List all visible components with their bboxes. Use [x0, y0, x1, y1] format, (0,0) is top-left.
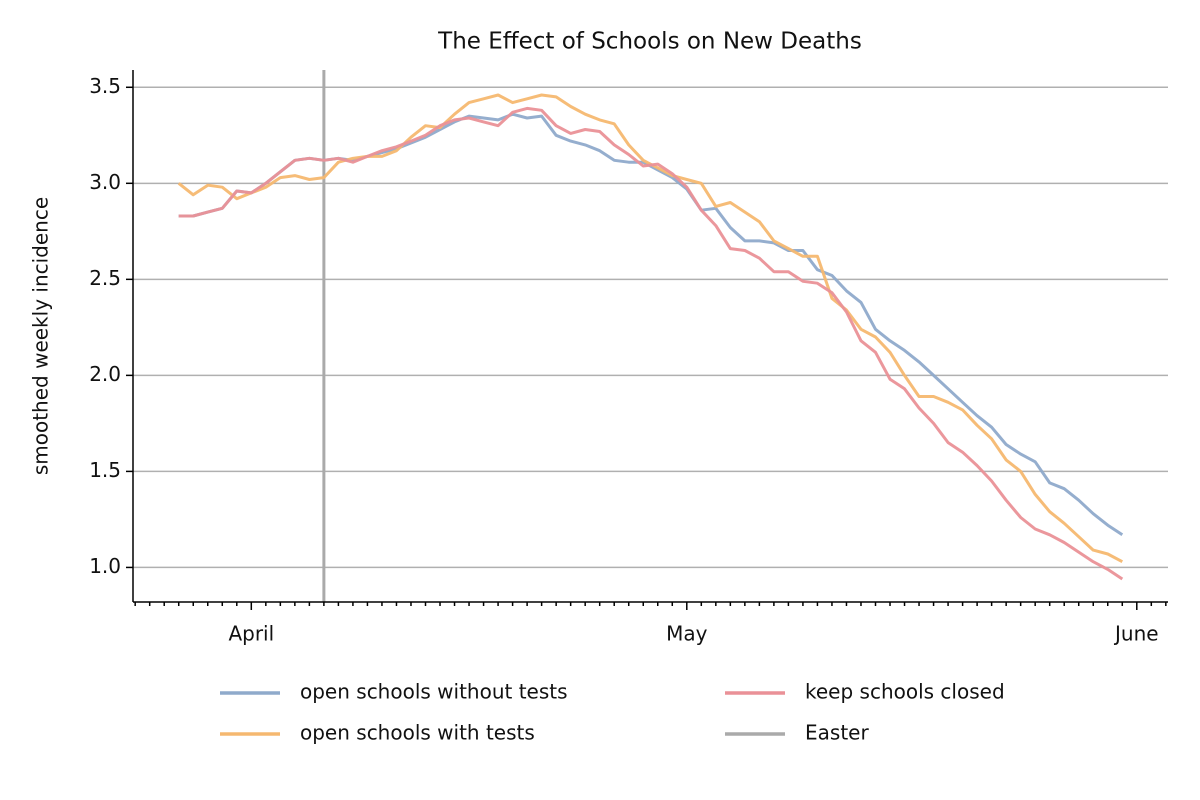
- chart-title: The Effect of Schools on New Deaths: [437, 29, 862, 55]
- line-series: [178, 106, 1124, 581]
- legend-label: open schools with tests: [300, 721, 535, 745]
- y-tick-label: 1.5: [89, 458, 121, 482]
- y-tick-label: 2.0: [89, 362, 121, 386]
- y-tick-label: 1.0: [89, 554, 121, 578]
- x-tick-label: April: [228, 622, 274, 646]
- legend-label: keep schools closed: [805, 680, 1005, 704]
- y-tick-label: 3.0: [89, 170, 121, 194]
- y-tick-label: 3.5: [89, 74, 121, 98]
- y-tick-label: 2.5: [89, 266, 121, 290]
- x-tick-label: May: [666, 622, 708, 646]
- legend-label: Easter: [805, 721, 869, 745]
- x-tick-label: June: [1113, 622, 1159, 646]
- y-axis-label: smoothed weekly incidence: [29, 197, 53, 475]
- legend-label: open schools without tests: [300, 680, 568, 704]
